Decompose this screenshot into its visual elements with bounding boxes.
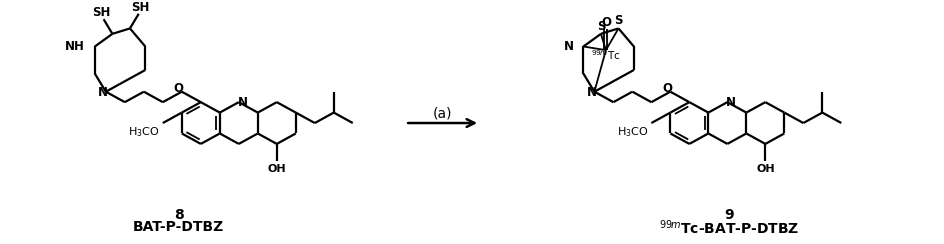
Text: SH: SH [93, 6, 110, 19]
Text: O: O [174, 82, 184, 95]
Text: $^{99m}$Tc: $^{99m}$Tc [591, 48, 620, 62]
Text: 9: 9 [724, 208, 733, 222]
Text: $^{99m}$Tc-BAT-P-DTBZ: $^{99m}$Tc-BAT-P-DTBZ [658, 218, 799, 237]
Text: N: N [98, 86, 108, 99]
Text: N: N [238, 96, 247, 109]
Text: OH: OH [267, 163, 286, 173]
Text: NH: NH [65, 40, 85, 53]
Text: O: O [600, 16, 610, 29]
Text: SH: SH [131, 1, 150, 14]
Text: O: O [662, 82, 672, 95]
Text: N: N [726, 96, 735, 109]
Text: BAT-P-DTBZ: BAT-P-DTBZ [133, 220, 225, 234]
Text: H$_3$CO: H$_3$CO [128, 125, 160, 139]
Text: 8: 8 [174, 208, 183, 222]
Text: N: N [563, 40, 573, 53]
Text: OH: OH [755, 163, 774, 173]
Text: (a): (a) [432, 107, 451, 121]
Text: S: S [596, 20, 604, 33]
Text: S: S [614, 14, 622, 27]
Text: N: N [586, 86, 596, 99]
Text: H$_3$CO: H$_3$CO [616, 125, 648, 139]
